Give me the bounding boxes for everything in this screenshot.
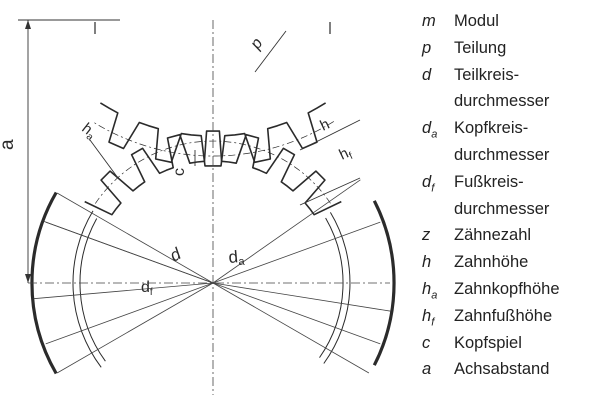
diameter-ray (45, 221, 214, 284)
legend-symbol: c (422, 333, 431, 352)
legend-item: a Achsabstand (418, 356, 588, 383)
legend-text: Zahnfußhöhe (454, 306, 553, 325)
legend-symbol: z (422, 226, 431, 245)
legend-item: df Fußkreis- durchmesser (418, 169, 588, 223)
legend-item: hf Zahnfußhöhe (418, 303, 588, 330)
addendum-dimension (89, 139, 119, 179)
top-gear-teeth (99, 102, 327, 167)
diameter-ray (45, 282, 214, 345)
legend-text: Zahnhöhe (454, 253, 529, 272)
legend-symbol: da (422, 119, 438, 141)
dimension-lines (18, 19, 361, 283)
foot-circle-right (323, 212, 351, 364)
diameter-ray (212, 282, 370, 374)
diameter-ray (212, 221, 381, 284)
legend-text: Zahnkopfhöhe (454, 279, 560, 298)
legend-text: Teilung (454, 38, 507, 57)
legend-item: m Modul (418, 8, 588, 35)
legend-item: da Kopfkreis- durchmesser (418, 115, 588, 169)
legend-symbol: ha (422, 279, 438, 302)
legend-symbol: df (422, 172, 435, 195)
pitch-circle-left (79, 218, 106, 362)
foot-circle-left (72, 210, 102, 368)
label-da: da (228, 247, 246, 269)
legend-item: z Zähnezahl (418, 222, 588, 249)
legend-item: c Kopfspiel (418, 330, 588, 357)
label-p: p (247, 35, 267, 53)
diameter-ray (212, 282, 381, 345)
bottom-gear-teeth (84, 130, 342, 216)
legend-item: ha Zahnkopfhöhe (418, 276, 588, 303)
dedendum-dimension (299, 177, 361, 206)
diameter-ray (56, 282, 214, 374)
legend-text: Fußkreis- durchmesser (454, 172, 550, 218)
symbol-legend: m Modul p Teilung d Teilkreis- durchmesser da K… (418, 8, 588, 383)
diameter-ray (56, 192, 214, 284)
diameter-ray (212, 179, 361, 284)
legend-symbol: a (422, 360, 432, 379)
legend-text: Kopfkreis- durchmesser (454, 119, 550, 164)
legend-symbol: h (422, 253, 432, 272)
legend-text: Zähnezahl (454, 226, 532, 245)
diameter-ray (33, 282, 214, 300)
legend-text: Kopfspiel (454, 333, 522, 352)
label-df: df (141, 279, 153, 298)
top-gear-cut-edges (94, 22, 331, 34)
legend-text: Teilkreis- durchmesser (454, 65, 550, 111)
bottom-gear (30, 130, 396, 375)
pitch-dimension (254, 30, 287, 73)
legend-item: d Teilkreis- durchmesser (418, 62, 588, 116)
legend-item: p Teilung (418, 35, 588, 62)
rim-right (372, 200, 396, 366)
diameter-lines (28, 20, 391, 395)
diameter-ray (212, 282, 391, 312)
legend-symbol: d (422, 65, 432, 84)
tooth-height-dimension (299, 119, 361, 151)
legend-text: Modul (454, 12, 499, 30)
label-ha: ha (77, 120, 100, 144)
legend-item: h Zahnhöhe (418, 249, 588, 276)
label-hf: hf (337, 143, 355, 165)
legend-symbol: p (422, 38, 432, 57)
pitch-circle-top (92, 121, 334, 157)
legend-symbol: hf (422, 306, 435, 329)
legend-text: Achsabstand (454, 360, 550, 379)
top-gear (92, 22, 334, 167)
legend-symbol: m (422, 12, 436, 30)
label-a: a (0, 139, 18, 150)
label-c: c (171, 168, 188, 176)
pitch-circle-right (319, 217, 344, 358)
label-d: d (167, 244, 185, 265)
gear-diagram: a p ha h hf c d da df (0, 19, 396, 395)
label-h: h (318, 116, 333, 135)
